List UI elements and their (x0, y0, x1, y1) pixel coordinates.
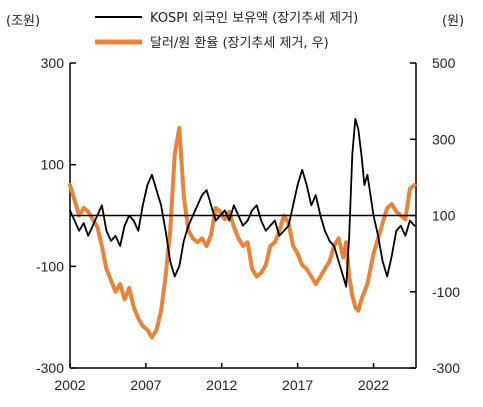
x-tick-label: 2007 (130, 377, 161, 393)
legend: KOSPI 외국인 보유액 (장기추세 제거) 달러/원 환율 (장기추세 제거… (95, 11, 358, 51)
right-tick-label: 300 (432, 131, 456, 147)
x-tick-label: 2002 (54, 377, 85, 393)
x-tick-label: 2012 (206, 377, 237, 393)
right-axis-unit: (원) (442, 14, 464, 29)
series-layer (68, 118, 417, 340)
right-tick-label: 500 (432, 55, 456, 71)
left-tick-label: 100 (41, 157, 65, 173)
x-tick-label: 2017 (282, 377, 313, 393)
series-line-usdkrw (68, 125, 417, 340)
series-line-kospi-foreign (69, 118, 416, 288)
left-tick-label: -300 (36, 360, 64, 376)
left-tick-label: -100 (36, 258, 64, 274)
right-tick-label: 100 (432, 208, 456, 224)
left-axis-unit: (조원) (6, 14, 40, 29)
x-tick-label: 2022 (358, 377, 389, 393)
legend-label-fx: 달러/원 환율 (장기추세 제거, 우) (150, 36, 329, 51)
left-tick-label: 300 (41, 55, 65, 71)
x-ticks: 2002 2007 2012 2017 2022 (54, 363, 389, 393)
right-tick-label: -100 (432, 284, 460, 300)
legend-label-kospi: KOSPI 외국인 보유액 (장기추세 제거) (150, 11, 358, 26)
left-ticks: 300 100 -100 -300 (36, 55, 76, 376)
right-tick-label: -300 (432, 360, 460, 376)
right-ticks: 500 300 100 -100 -300 (410, 55, 460, 376)
